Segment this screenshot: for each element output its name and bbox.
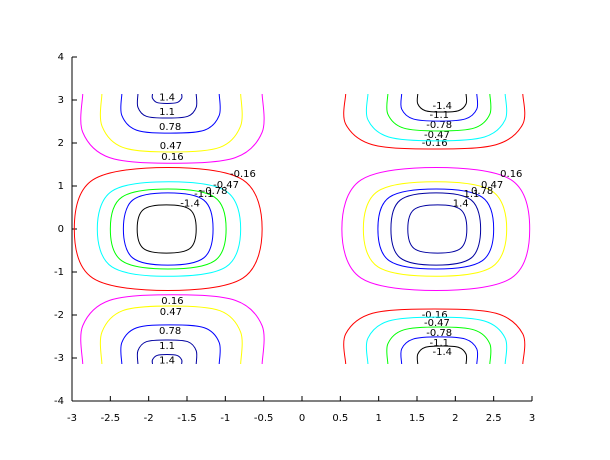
contour-label: 0.16 [500, 169, 522, 180]
x-tick-label: 0 [299, 413, 305, 424]
y-tick-label: 0 [58, 224, 64, 235]
contour-label: -0.78 [426, 120, 452, 131]
contour-label: 1.1 [463, 189, 479, 200]
contour-line [136, 93, 198, 119]
x-tick-label: 0.5 [332, 413, 348, 424]
contour-line [341, 167, 531, 291]
contour-line [416, 345, 468, 365]
contour-label: 0.47 [160, 307, 182, 318]
x-tick-label: -3 [67, 413, 77, 424]
contour-label: -1.1 [429, 110, 449, 121]
contour-label: -1.1 [194, 189, 214, 200]
contour-line [73, 167, 263, 291]
contour-label: 1.4 [159, 356, 175, 367]
contour-label: -0.47 [424, 318, 450, 329]
contour-line [386, 326, 492, 365]
contour-line [365, 93, 508, 142]
y-tick-label: -2 [54, 310, 64, 321]
contour-line [400, 93, 479, 122]
contour-line [407, 204, 468, 254]
y-tick-label: 3 [58, 95, 64, 106]
y-tick-label: 2 [58, 138, 64, 149]
y-tick-label: -3 [54, 353, 64, 364]
x-tick-label: 2.5 [486, 413, 502, 424]
contour-label: 0.16 [161, 152, 183, 163]
contour-line [136, 204, 197, 254]
contour-line [80, 294, 265, 365]
contour-label: 1.1 [159, 107, 175, 118]
y-tick-label: 4 [58, 52, 64, 63]
contour-label: 1.4 [159, 92, 175, 103]
contour-label: -0.16 [230, 169, 256, 180]
contour-line [96, 181, 242, 277]
y-tick-label: -1 [54, 267, 64, 278]
contour-line [120, 324, 221, 365]
contour-line [365, 316, 508, 365]
contour-line [80, 93, 265, 164]
contour-line [151, 354, 183, 365]
contour-label: 1.1 [159, 341, 175, 352]
contour-line [99, 93, 243, 153]
contour-label: 0.16 [161, 296, 183, 307]
contour-label: -0.78 [426, 328, 452, 339]
contour-label: 0.47 [160, 141, 182, 152]
contour-label: -0.16 [422, 138, 448, 149]
contour-label: 1.4 [453, 199, 469, 210]
contour-line [377, 188, 495, 270]
x-tick-label: 1.5 [409, 413, 425, 424]
contour-line [343, 308, 526, 365]
contour-line [120, 93, 221, 134]
contour-label: 0.47 [481, 180, 503, 191]
contour-label: 0.78 [159, 122, 181, 133]
x-tick-label: 2 [452, 413, 458, 424]
x-tick-label: -0.5 [254, 413, 274, 424]
contour-line [386, 93, 492, 132]
contour-line [136, 339, 198, 365]
contour-label: -0.16 [422, 310, 448, 321]
contour-label: -1.4 [180, 199, 200, 210]
y-tick-label: -4 [54, 396, 64, 407]
y-tick-label: 1 [58, 181, 64, 192]
contour-line [362, 181, 508, 277]
x-tick-label: -1.5 [177, 413, 197, 424]
x-tick-label: -2.5 [101, 413, 121, 424]
x-tick-label: 1 [375, 413, 381, 424]
contour-label: 0.78 [471, 186, 493, 197]
contour-label: -1.4 [433, 347, 453, 358]
contour-line [122, 192, 214, 266]
contour-line [109, 188, 227, 270]
contour-line [99, 305, 243, 365]
contour-line [151, 93, 183, 104]
contour-line [343, 93, 526, 150]
contour-label: -0.47 [424, 130, 450, 141]
contour-label: -0.47 [213, 180, 239, 191]
x-tick-label: -2 [144, 413, 154, 424]
contour-label: -1.1 [429, 338, 449, 349]
x-tick-label: -1 [220, 413, 230, 424]
contour-label: -0.78 [202, 186, 228, 197]
contour-line [416, 93, 468, 113]
contour-label: 0.78 [159, 326, 181, 337]
contour-line [390, 192, 482, 266]
x-tick-label: 3 [529, 413, 535, 424]
contour-label: -1.4 [433, 101, 453, 112]
contour-line [400, 336, 479, 365]
